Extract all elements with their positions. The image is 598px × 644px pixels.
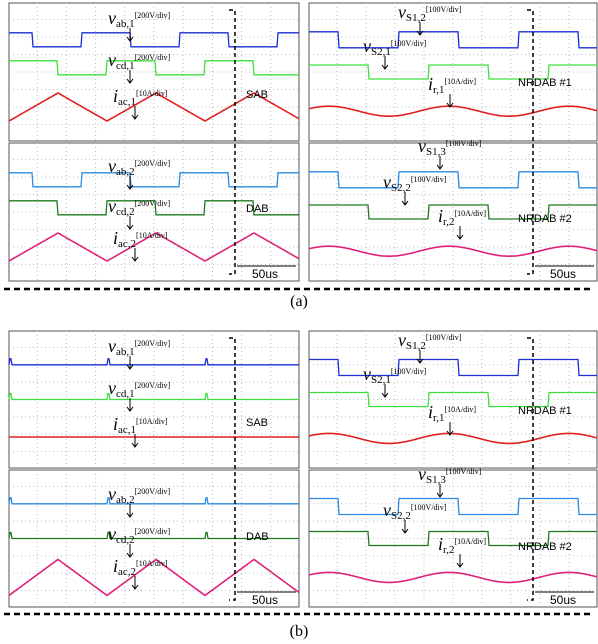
time-scale: 50us	[252, 267, 278, 281]
signal-symbol: v	[363, 36, 371, 56]
signal-subscript: S2,2	[391, 510, 411, 522]
signal-scale: [10A/div]	[455, 537, 487, 546]
signal-scale: [100V/div]	[411, 175, 447, 184]
signal-scale: [200V/div]	[135, 11, 171, 20]
scope-panel: vab,1[200V/div]vcd,1[200V/div]iac,1[10A/…	[9, 3, 299, 281]
signal-subscript: ac,2	[118, 238, 136, 250]
signal-scale: [200V/div]	[135, 53, 171, 62]
signal-subscript: S2,1	[371, 46, 391, 58]
converter-tag: NRDAB #1	[518, 77, 572, 89]
signal-symbol: v	[108, 484, 116, 504]
signal-subscript: ac,1	[118, 96, 136, 108]
signal-scale: [200V/div]	[135, 159, 171, 168]
signal-scale: [10A/div]	[445, 77, 477, 86]
signal-subscript: cd,2	[116, 534, 135, 546]
signal-subscript: S2,1	[371, 374, 391, 386]
signal-scale: [10A/div]	[136, 417, 168, 426]
signal-symbol: v	[108, 524, 116, 544]
signal-subscript: ab,1	[116, 18, 135, 30]
signal-scale: [200V/div]	[135, 527, 171, 536]
signal-symbol: v	[108, 378, 116, 398]
signal-scale: [10A/div]	[136, 231, 168, 240]
time-scale: 50us	[550, 267, 576, 281]
signal-subscript: ab,1	[116, 346, 135, 358]
signal-subscript: r,2	[443, 216, 454, 228]
signal-scale: [100V/div]	[426, 5, 462, 14]
signal-subscript: S1,2	[406, 340, 426, 352]
signal-subscript: r,2	[443, 544, 454, 556]
signal-scale: [100V/div]	[426, 333, 462, 342]
signal-scale: [10A/div]	[445, 405, 477, 414]
time-scale: 50us	[252, 593, 278, 607]
signal-scale: [10A/div]	[455, 209, 487, 218]
scope-panel: vS1,2[100V/div]vS2,1[100V/div]ir,1[10A/d…	[309, 330, 597, 607]
signal-scale: [200V/div]	[135, 381, 171, 390]
signal-symbol: v	[418, 464, 426, 484]
signal-subscript: ab,2	[116, 166, 135, 178]
signal-subscript: S1,3	[426, 146, 446, 158]
signal-symbol: v	[383, 500, 391, 520]
scope-panel: vab,1[200V/div]vcd,1[200V/div]iac,1[10A/…	[9, 331, 299, 607]
signal-subscript: S1,2	[406, 12, 426, 24]
signal-scale: [100V/div]	[411, 503, 447, 512]
converter-tag: DAB	[246, 203, 269, 215]
signal-symbol: v	[108, 336, 116, 356]
signal-symbol: v	[108, 156, 116, 176]
converter-tag: SAB	[246, 417, 268, 429]
signal-symbol: v	[418, 136, 426, 156]
signal-scale: [10A/div]	[136, 559, 168, 568]
signal-subscript: S1,3	[426, 474, 446, 486]
converter-tag: NRDAB #1	[518, 405, 572, 417]
figure: vab,1[200V/div]vcd,1[200V/div]iac,1[10A/…	[0, 0, 598, 644]
converter-tag: SAB	[246, 89, 268, 101]
signal-scale: [200V/div]	[135, 339, 171, 348]
signal-scale: [100V/div]	[391, 39, 427, 48]
converter-tag: NRDAB #2	[518, 541, 572, 553]
converter-tag: DAB	[246, 531, 269, 543]
caption: (a)	[290, 293, 308, 310]
signal-symbol: v	[383, 172, 391, 192]
signal-subscript: r,1	[433, 84, 444, 96]
signal-subscript: cd,1	[116, 388, 135, 400]
signal-subscript: ab,2	[116, 494, 135, 506]
caption: (b)	[290, 623, 309, 640]
scope-panel: vS1,2[100V/div]vS2,1[100V/div]ir,1[10A/d…	[309, 2, 597, 281]
signal-scale: [200V/div]	[135, 199, 171, 208]
time-scale: 50us	[550, 593, 576, 607]
signal-subscript: ac,2	[118, 566, 136, 578]
signal-symbol: v	[398, 330, 406, 350]
signal-scale: [10A/div]	[136, 89, 168, 98]
signal-subscript: cd,2	[116, 206, 135, 218]
signal-subscript: cd,1	[116, 60, 135, 72]
signal-symbol: v	[363, 364, 371, 384]
converter-tag: NRDAB #2	[518, 213, 572, 225]
signal-scale: [100V/div]	[446, 139, 482, 148]
signal-subscript: r,1	[433, 412, 444, 424]
signal-subscript: ac,1	[118, 424, 136, 436]
signal-symbol: v	[398, 2, 406, 22]
signal-scale: [100V/div]	[446, 467, 482, 476]
signal-subscript: S2,2	[391, 182, 411, 194]
signal-symbol: v	[108, 50, 116, 70]
signal-scale: [100V/div]	[391, 367, 427, 376]
signal-symbol: v	[108, 196, 116, 216]
signal-symbol: v	[108, 8, 116, 28]
signal-scale: [200V/div]	[135, 487, 171, 496]
